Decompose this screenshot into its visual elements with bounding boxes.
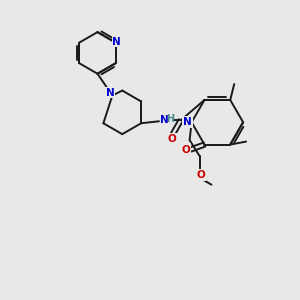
Text: O: O [167,134,176,144]
Text: N: N [160,115,168,125]
Text: H: H [166,114,174,124]
Text: N: N [112,37,121,46]
Text: O: O [181,145,190,154]
Text: O: O [196,170,205,180]
Text: N: N [183,117,192,127]
Text: N: N [106,88,115,98]
